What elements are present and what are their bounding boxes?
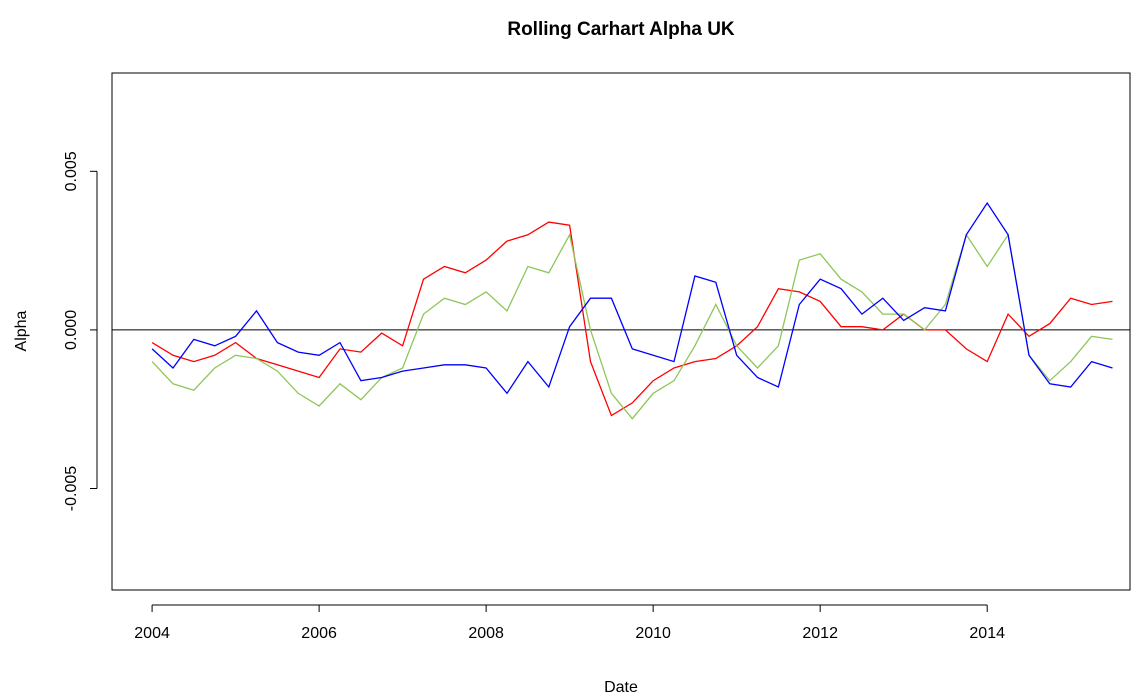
x-tick-label: 2010 xyxy=(635,625,671,642)
x-tick-label: 2008 xyxy=(468,625,504,642)
x-tick-label: 2006 xyxy=(301,625,337,642)
chart-title: Rolling Carhart Alpha UK xyxy=(507,19,735,40)
y-tick-label: -0.005 xyxy=(63,466,80,511)
y-tick-label: 0.000 xyxy=(63,310,80,350)
series-line xyxy=(151,232,1113,420)
y-tick-label: 0.005 xyxy=(63,151,80,191)
y-axis-label: Alpha xyxy=(13,310,30,351)
plot-frame xyxy=(111,72,1131,591)
series-line xyxy=(151,221,1113,417)
x-tick-label: 2014 xyxy=(969,625,1005,642)
x-tick-label: 2004 xyxy=(134,625,170,642)
x-axis-label: Date xyxy=(604,679,638,696)
series-line xyxy=(151,201,1113,395)
x-tick-label: 2012 xyxy=(802,625,838,642)
